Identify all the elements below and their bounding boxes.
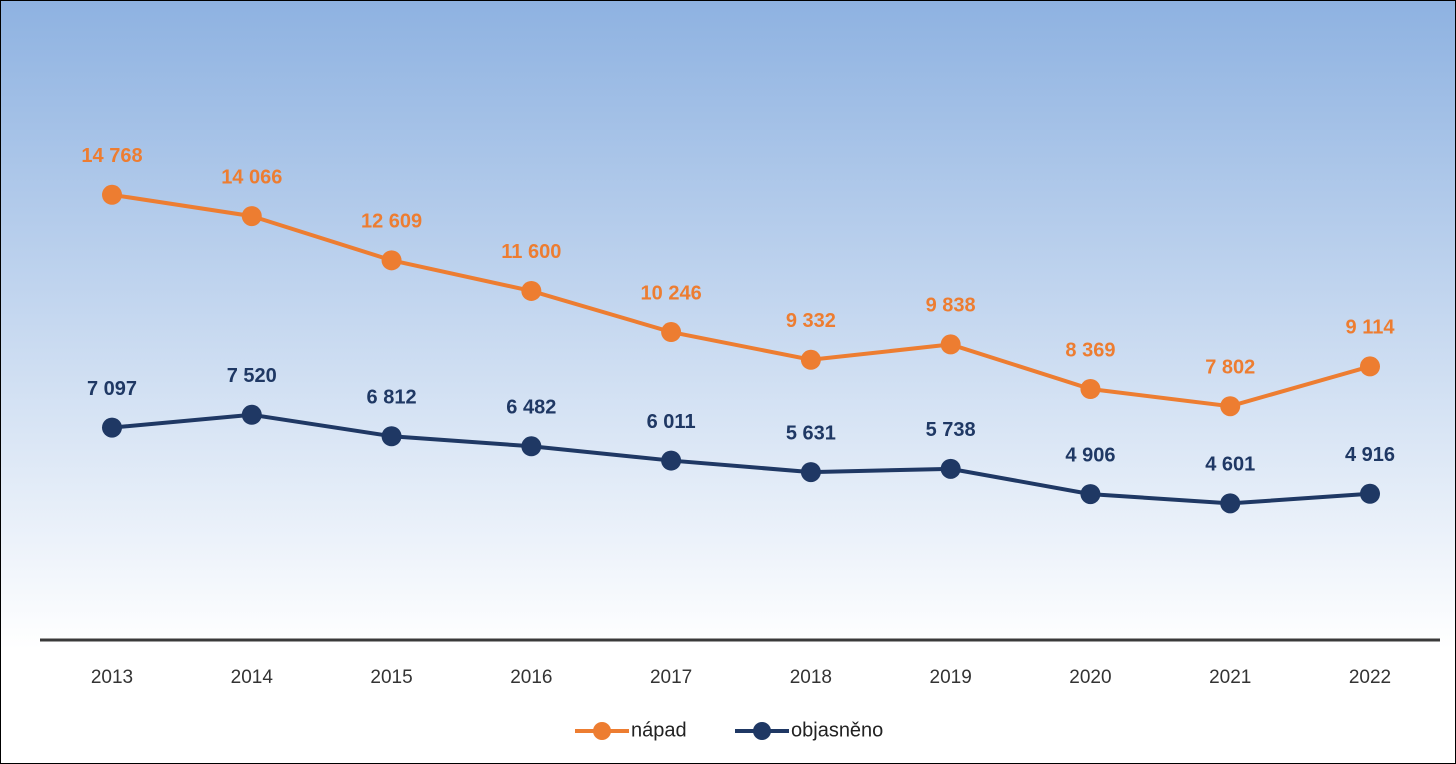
data-label: 11 600 xyxy=(501,241,561,263)
data-point xyxy=(241,206,262,227)
data-point xyxy=(241,404,262,425)
data-label: 10 246 xyxy=(641,282,702,304)
x-tick-label: 2019 xyxy=(930,667,972,688)
x-tick-label: 2014 xyxy=(231,667,274,688)
data-point xyxy=(661,450,682,471)
data-label: 5 738 xyxy=(926,419,976,441)
data-point xyxy=(381,250,402,271)
series-line xyxy=(111,412,1371,506)
legend-label: objasněno xyxy=(791,719,883,741)
x-tick-label: 2013 xyxy=(91,667,133,688)
data-point xyxy=(1080,379,1101,400)
data-point xyxy=(940,458,961,479)
data-label: 6 011 xyxy=(647,411,696,433)
data-label: 8 369 xyxy=(1065,339,1115,361)
data-point xyxy=(102,184,122,205)
data-label: 9 838 xyxy=(926,295,976,317)
data-label: 6 482 xyxy=(506,397,556,419)
data-point xyxy=(800,462,821,483)
data-point xyxy=(102,417,122,438)
x-tick-label: 2017 xyxy=(650,667,692,688)
data-point xyxy=(521,436,542,457)
data-point xyxy=(381,426,402,447)
data-label: 9 114 xyxy=(1346,317,1396,339)
data-point xyxy=(521,280,542,301)
legend-label: nápad xyxy=(631,719,687,741)
x-tick-label: 2021 xyxy=(1209,667,1251,688)
data-label: 4 601 xyxy=(1205,454,1255,476)
x-tick-label: 2015 xyxy=(370,667,412,688)
data-label: 4 916 xyxy=(1345,444,1395,466)
data-label: 14 768 xyxy=(81,145,142,167)
data-point xyxy=(661,322,682,343)
data-point xyxy=(940,334,961,355)
x-tick-label: 2016 xyxy=(510,667,552,688)
data-label: 6 812 xyxy=(367,387,417,409)
data-point xyxy=(1220,396,1241,417)
data-point xyxy=(800,349,821,370)
data-label: 7 802 xyxy=(1205,356,1255,378)
data-point xyxy=(1220,493,1241,514)
series-line xyxy=(111,192,1371,409)
x-tick-label: 2020 xyxy=(1069,667,1111,688)
legend-marker xyxy=(753,722,771,740)
data-label: 14 066 xyxy=(221,166,282,188)
legend-marker xyxy=(593,722,611,740)
data-point xyxy=(1360,356,1380,377)
data-label: 9 332 xyxy=(786,310,836,332)
data-label: 12 609 xyxy=(361,211,422,233)
data-label: 7 097 xyxy=(87,378,137,400)
data-label: 5 631 xyxy=(786,422,836,444)
data-point xyxy=(1080,484,1101,505)
data-point xyxy=(1360,483,1380,504)
x-tick-label: 2022 xyxy=(1349,667,1391,688)
data-label: 7 520 xyxy=(227,365,277,387)
data-label: 4 906 xyxy=(1065,444,1115,466)
x-tick-label: 2018 xyxy=(790,667,832,688)
